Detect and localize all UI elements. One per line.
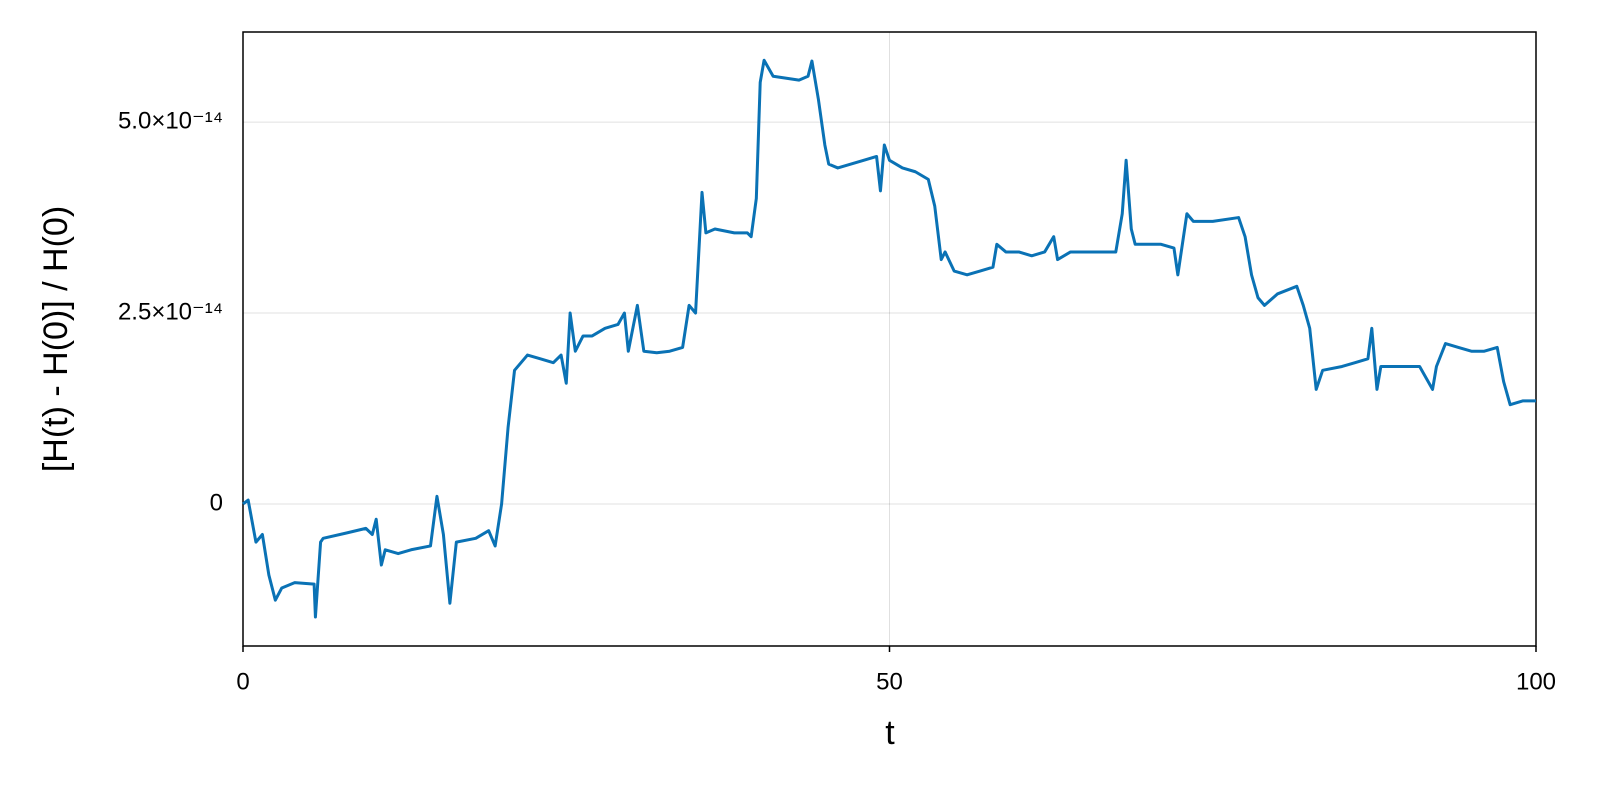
x-tick-label: 100 [1516, 668, 1556, 695]
x-tick-label: 50 [876, 668, 903, 695]
y-tick-label: 2.5×10⁻¹⁴ [118, 298, 223, 325]
x-tick-label: 0 [236, 668, 249, 695]
x-axis-label: t [885, 714, 895, 752]
y-tick-label: 0 [210, 489, 223, 516]
data-line [242, 58, 1536, 619]
y-axis-label: [H(t) - H(0)] / H(0) [37, 206, 75, 472]
y-tick-label: 5.0×10⁻¹⁴ [118, 107, 223, 134]
